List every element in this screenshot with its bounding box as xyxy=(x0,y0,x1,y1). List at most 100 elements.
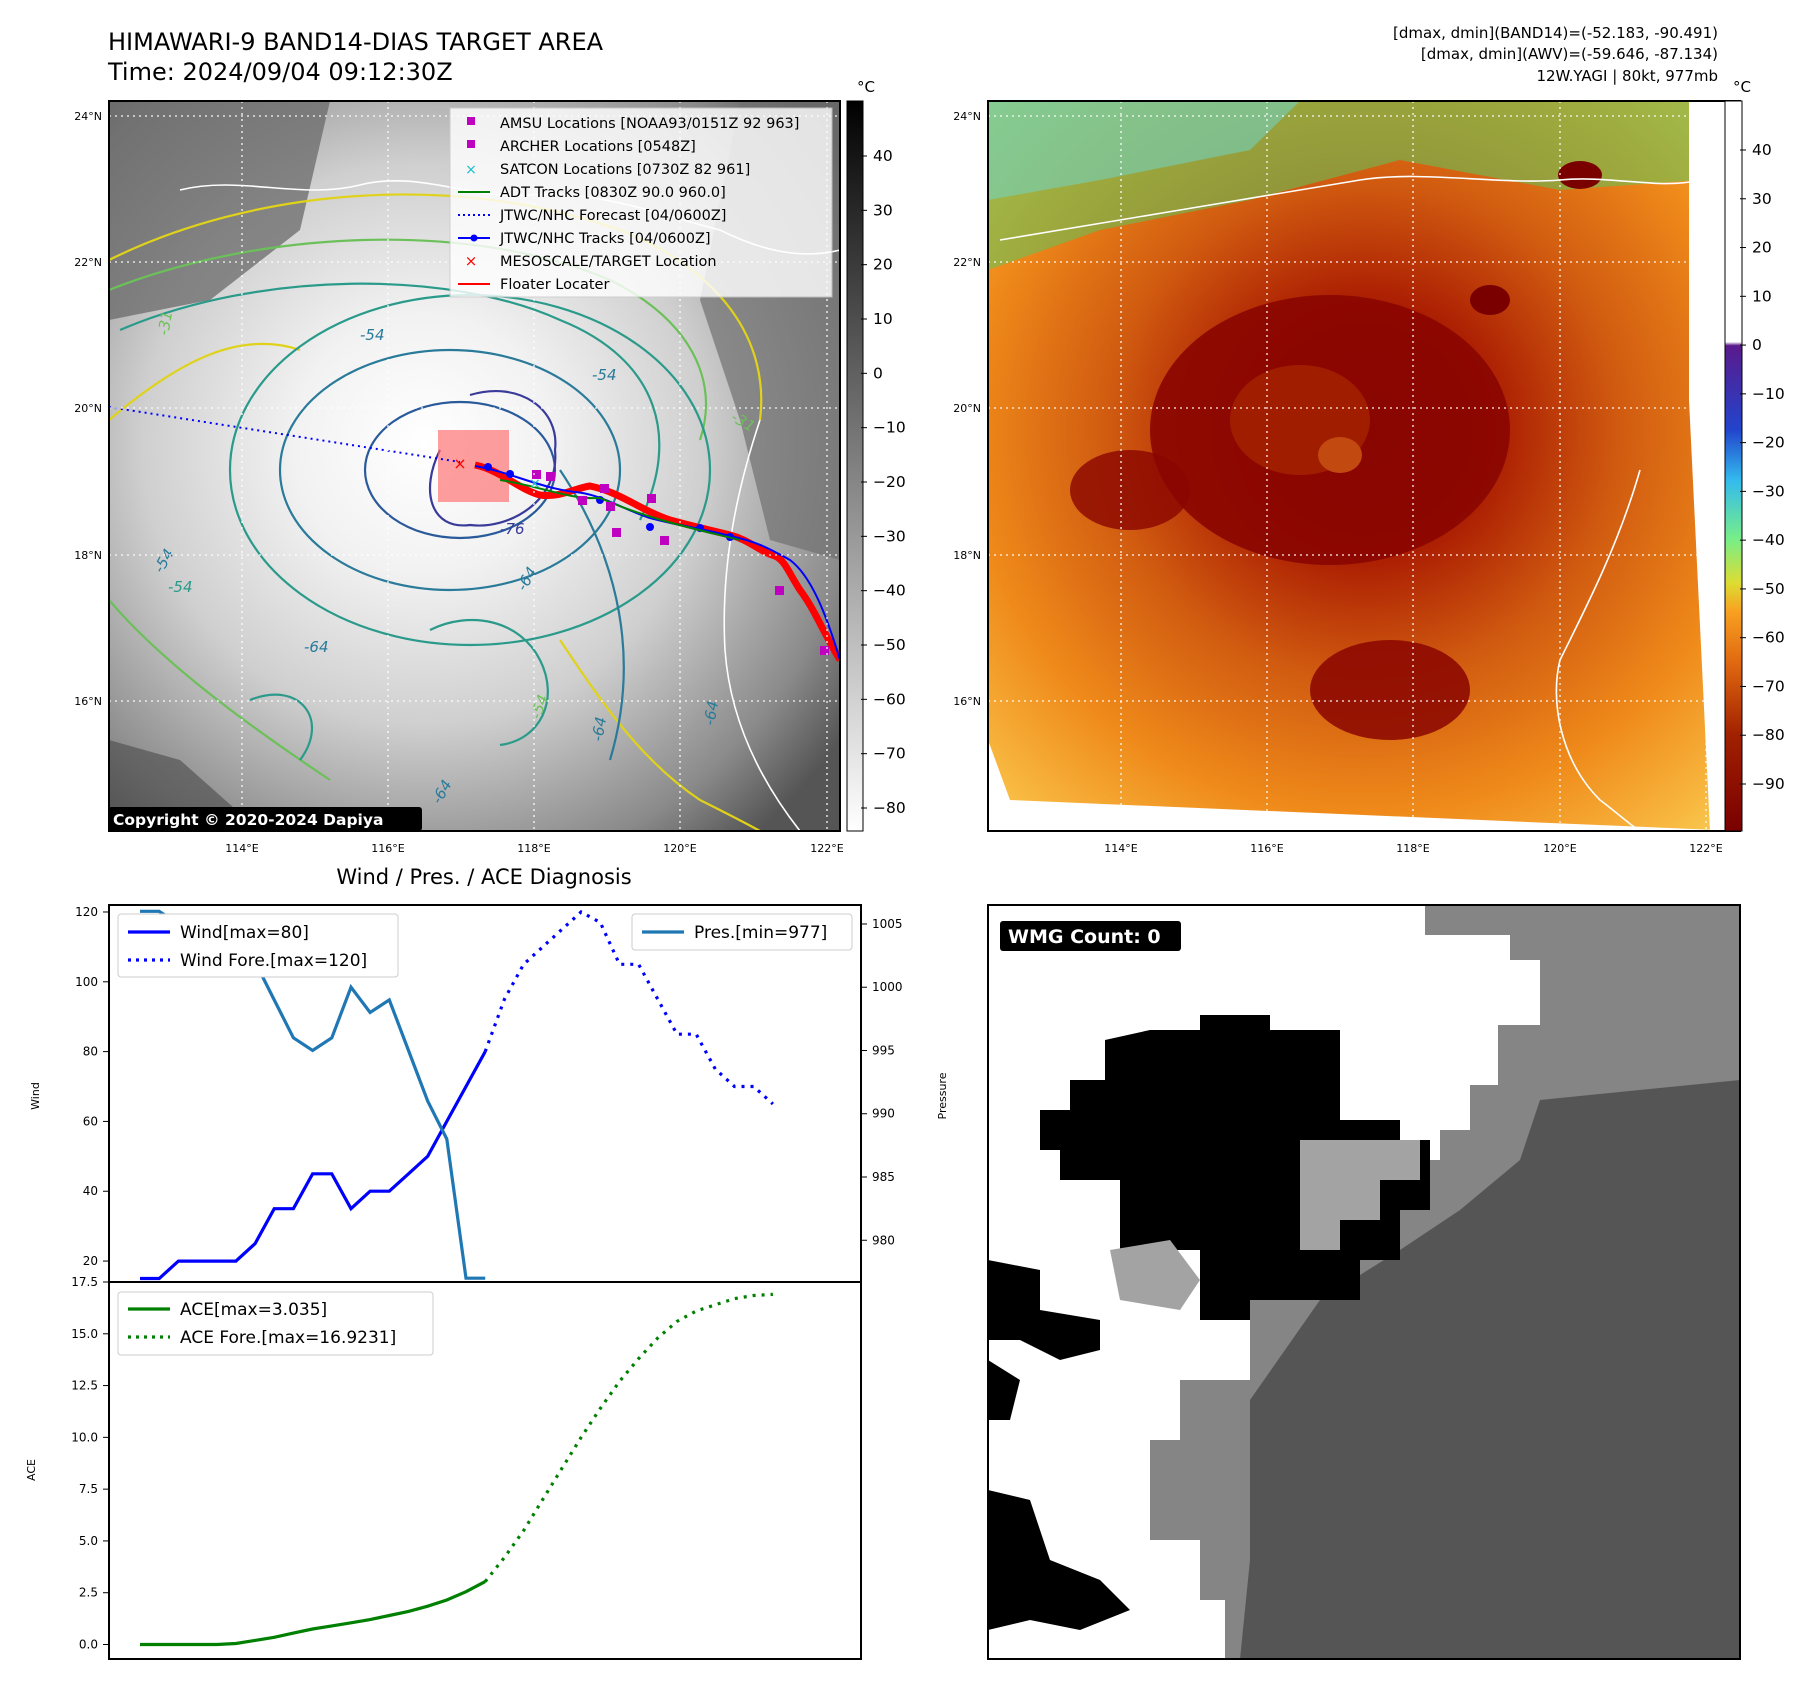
pressure-tick-label: 1005 xyxy=(872,917,903,931)
wmg-count: WMG Count: 0 xyxy=(1008,926,1161,948)
map1-axis-labels: 24°N 22°N 20°N 18°N 16°N 114°E 116°E 118… xyxy=(74,110,844,855)
lat-tick: 20°N xyxy=(74,402,102,415)
colorbar-tick-label: 30 xyxy=(873,201,893,219)
contour-label: -31 xyxy=(154,309,176,336)
lon-tick: 116°E xyxy=(371,842,404,855)
lon-tick: 116°E xyxy=(1250,842,1283,855)
colorbar-tick-label: 40 xyxy=(1752,141,1772,159)
wind-axis-label: Wind xyxy=(29,1082,42,1110)
info-band14: [dmax, dmin](BAND14)=(-52.183, -90.491) xyxy=(1393,24,1718,42)
colorbar-tick-label: −60 xyxy=(1752,629,1785,647)
colorbar-unit: °C xyxy=(857,78,875,96)
ace-tick-label: 0.0 xyxy=(79,1638,98,1652)
legend-target: MESOSCALE/TARGET Location xyxy=(500,254,717,270)
map-legend: AMSU Locations [NOAA93/0151Z 92 963] ARC… xyxy=(449,107,833,298)
colorbar-tick-label: −30 xyxy=(873,527,906,545)
contour-label: -54 xyxy=(592,366,617,384)
copyright: Copyright © 2020-2024 Dapiya xyxy=(113,811,383,829)
lon-tick: 114°E xyxy=(225,842,258,855)
colorbar-tick-label: −80 xyxy=(873,799,906,817)
contour-label: -76 xyxy=(500,520,525,538)
ir-map-panel: × × -31 -31 -54 -54 -54 -54 -64 -64 -64 … xyxy=(108,100,841,832)
colorbar-tick-label: 40 xyxy=(873,147,893,165)
pressure-tick-label: 1000 xyxy=(872,980,903,994)
colorbar-tick-label: −90 xyxy=(1752,775,1785,793)
lat-tick: 16°N xyxy=(74,695,102,708)
ace-tick-label: 7.5 xyxy=(79,1482,98,1496)
colorbar-tick-label: 0 xyxy=(1752,336,1762,354)
ace-tick-label: 15.0 xyxy=(71,1327,98,1341)
ace-axis-label: ACE xyxy=(25,1459,38,1481)
contour-label: -54 xyxy=(360,326,385,344)
pressure-tick-label: 990 xyxy=(872,1107,895,1121)
colorbar-tick-label: 10 xyxy=(873,310,893,328)
colorbar-tick-label: −30 xyxy=(1752,482,1785,500)
lat-tick: 24°N xyxy=(74,110,102,123)
info-storm: 12W.YAGI | 80kt, 977mb xyxy=(1536,67,1718,85)
legend-tracks: JTWC/NHC Tracks [04/0600Z] xyxy=(499,231,711,247)
chart-title: Wind / Pres. / ACE Diagnosis xyxy=(336,865,631,889)
legend-satcon: SATCON Locations [0730Z 82 961] xyxy=(500,162,750,178)
lon-tick: 122°E xyxy=(1689,842,1722,855)
color-ir-map-panel xyxy=(987,100,1741,832)
series-line-1 xyxy=(483,910,774,1106)
contour-label: -64 xyxy=(700,699,722,726)
lat-tick: 16°N xyxy=(953,695,981,708)
wind-tick-label: 40 xyxy=(83,1184,98,1198)
colorbar-tick-label: −10 xyxy=(873,419,906,437)
colorbar-tick-label: −20 xyxy=(873,473,906,491)
colorbar-color: °C 40 30 20 10 0 −10 −20 −30 −40 −50 −60 −70 −80 −90 xyxy=(1724,78,1785,832)
lat-tick: 20°N xyxy=(953,402,981,415)
colorbar-tick-label: 20 xyxy=(873,256,893,274)
lon-tick: 120°E xyxy=(663,842,696,855)
lon-tick: 114°E xyxy=(1104,842,1137,855)
ace-tick-label: 12.5 xyxy=(71,1379,98,1393)
lat-tick: 24°N xyxy=(953,110,981,123)
legend-wind-forecast: Wind Fore.[max=120] xyxy=(180,951,367,971)
colorbar-tick-label: −50 xyxy=(1752,580,1785,598)
colorbar-gray: °C 40 30 20 10 0 −10 −20 −30 −40 −50 −60 −70 −80 xyxy=(846,78,906,832)
legend-ace: ACE[max=3.035] xyxy=(180,1300,327,1320)
colorbar-tick-label: −20 xyxy=(1752,434,1785,452)
svg-text:×: × xyxy=(529,476,541,492)
svg-text:×: × xyxy=(465,162,477,178)
colorbar-tick-label: −70 xyxy=(1752,677,1785,695)
page-title: HIMAWARI-9 BAND14-DIAS TARGET AREA xyxy=(108,28,604,56)
ace-tick-label: 10.0 xyxy=(71,1430,98,1444)
svg-text:×: × xyxy=(465,252,478,270)
colorbar-tick-label: −50 xyxy=(873,636,906,654)
wind-tick-label: 100 xyxy=(75,975,98,989)
timestamp: Time: 2024/09/04 09:12:30Z xyxy=(107,58,453,86)
colorbar-tick-label: −40 xyxy=(1752,531,1785,549)
wind-tick-label: 20 xyxy=(83,1254,98,1268)
contour-label: -64 xyxy=(588,715,610,742)
contour-label: -54 xyxy=(168,578,193,596)
wind-tick-label: 60 xyxy=(83,1114,98,1128)
colorbar-tick-label: −70 xyxy=(873,745,906,763)
colorbar-unit: °C xyxy=(1733,78,1751,96)
lon-tick: 118°E xyxy=(517,842,550,855)
lat-tick: 18°N xyxy=(74,549,102,562)
ace-chart: ACE 0.0 2.5 5.0 7.5 10.0 12.5 15.0 17.5 ACE[max… xyxy=(25,1275,862,1660)
lon-tick: 120°E xyxy=(1543,842,1576,855)
map2-axis-labels: 24°N 22°N 20°N 18°N 16°N 114°E 116°E 118… xyxy=(953,110,1723,855)
lon-tick: 122°E xyxy=(810,842,843,855)
lon-tick: 118°E xyxy=(1396,842,1429,855)
wmg-panel: WMG Count: 0 xyxy=(987,904,1741,1660)
lat-tick: 18°N xyxy=(953,549,981,562)
wind-tick-label: 120 xyxy=(75,905,98,919)
legend-floater: Floater Locater xyxy=(500,277,609,293)
legend-adt: ADT Tracks [0830Z 90.0 960.0] xyxy=(500,185,726,201)
ace-tick-label: 2.5 xyxy=(79,1586,98,1600)
lat-tick: 22°N xyxy=(953,256,981,269)
colorbar-tick-label: 10 xyxy=(1752,287,1772,305)
colorbar-tick-label: 30 xyxy=(1752,190,1772,208)
colorbar-tick-label: −40 xyxy=(873,582,906,600)
legend-pressure: Pres.[min=977] xyxy=(694,923,827,943)
colorbar-tick-label: −10 xyxy=(1752,385,1785,403)
legend-forecast: JTWC/NHC Forecast [04/0600Z] xyxy=(499,208,726,224)
lat-tick: 22°N xyxy=(74,256,102,269)
legend-ace-forecast: ACE Fore.[max=16.9231] xyxy=(180,1328,396,1348)
pressure-tick-label: 980 xyxy=(872,1233,895,1247)
